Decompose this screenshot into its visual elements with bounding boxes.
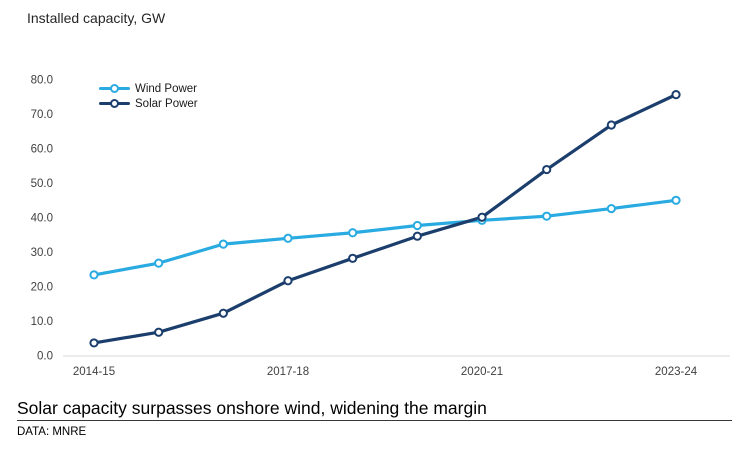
y-axis-tick-label: 0.0 (37, 351, 53, 363)
wind-power-data-point (671, 195, 681, 205)
wind-power-data-point (218, 239, 228, 249)
wind-power-data-point (89, 270, 99, 280)
solar-power-legend-swatch (99, 98, 130, 108)
legend-item-wind-power: Wind Power (99, 81, 198, 96)
y-axis-tick-label: 80.0 (31, 74, 53, 86)
wind-power-legend-marker-icon (110, 83, 119, 93)
y-axis-tick-label: 50.0 (31, 178, 53, 190)
solar-power-data-point (154, 327, 164, 337)
solar-power-legend-marker-icon (110, 98, 119, 108)
solar-power-legend-label: Solar Power (135, 97, 198, 110)
y-axis-tick-label: 70.0 (31, 109, 53, 121)
wind-power-data-point (283, 233, 293, 243)
y-axis-tick-label: 60.0 (31, 143, 53, 155)
wind-power-legend-swatch (99, 83, 130, 93)
x-axis-tick-label: 2023-24 (655, 366, 698, 378)
chart-legend: Wind Power Solar Power (99, 81, 198, 111)
x-axis-tick-label: 2020-21 (461, 366, 503, 378)
wind-power-data-point (542, 211, 552, 221)
data-source-credit: DATA: MNRE (17, 426, 87, 438)
wind-power-line (92, 198, 678, 277)
y-axis-tick-label: 20.0 (31, 282, 53, 294)
caption-underline (17, 420, 732, 421)
wind-power-data-point (154, 258, 164, 268)
solar-power-data-point (412, 231, 422, 241)
wind-power-data-point (606, 203, 616, 214)
solar-power-data-point (348, 253, 358, 263)
x-axis-tick-label: 2014-15 (73, 366, 115, 378)
solar-power-data-point (477, 212, 487, 222)
x-axis-tick-label: 2017-18 (267, 366, 309, 378)
solar-power-data-point (89, 338, 99, 348)
legend-item-solar-power: Solar Power (99, 96, 198, 111)
solar-power-line (92, 93, 678, 345)
solar-power-data-point (542, 164, 552, 175)
wind-power-legend-label: Wind Power (135, 82, 197, 95)
y-axis-tick-label: 40.0 (31, 213, 53, 225)
solar-power-data-point (606, 120, 616, 130)
chart-caption: Solar capacity surpasses onshore wind, w… (17, 398, 487, 418)
wind-power-data-point (412, 220, 422, 231)
solar-power-data-point (671, 90, 681, 100)
y-axis-tick-label: 30.0 (31, 247, 53, 259)
solar-power-data-point (218, 308, 228, 318)
wind-power-data-point (348, 228, 358, 238)
y-axis-tick-label: 10.0 (31, 316, 53, 328)
chart-title: Installed capacity, GW (27, 10, 166, 26)
solar-power-data-point (283, 276, 293, 286)
